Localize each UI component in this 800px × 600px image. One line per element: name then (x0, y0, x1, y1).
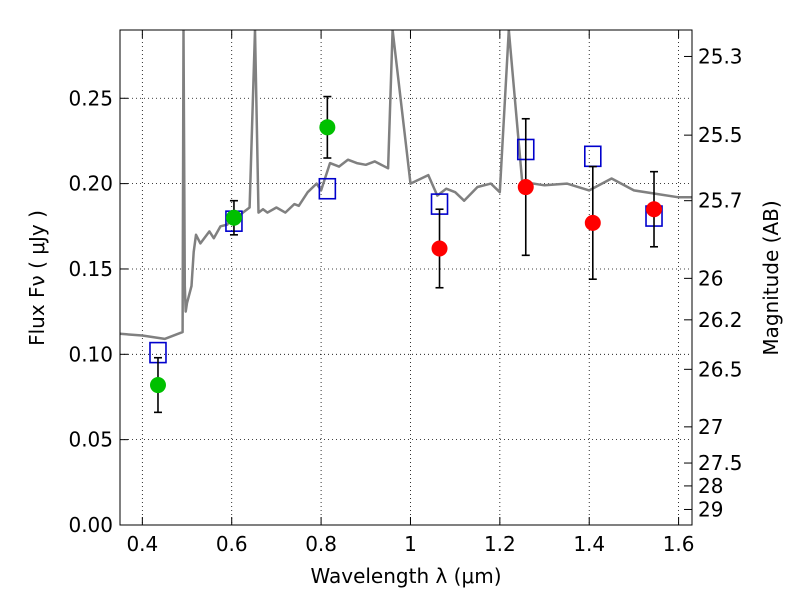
y2-tick-label: 26.5 (698, 357, 743, 381)
red-data-point (517, 179, 534, 196)
y-tick-label: 0.00 (68, 513, 113, 537)
y2-tick-label: 27.5 (698, 451, 743, 475)
x-tick-label: 0.8 (305, 532, 337, 556)
red-data-point (646, 201, 663, 218)
x-tick-label: 1.4 (573, 532, 605, 556)
x-tick-label: 0.4 (126, 532, 158, 556)
y2-tick-label: 25.7 (698, 189, 743, 213)
plot-frame (119, 29, 693, 526)
y2-tick-label: 28 (698, 474, 723, 498)
y-tick-labels: 0.00 0.05 0.10 0.15 0.20 0.25 (68, 86, 113, 537)
y2-tick-label: 27 (698, 415, 723, 439)
x-tick-label: 1 (404, 532, 417, 556)
y2-tick-label: 29 (698, 497, 723, 521)
model-spectrum-line (120, 30, 692, 341)
y-tick-label: 0.25 (68, 86, 113, 110)
x-tick-label: 0.6 (216, 532, 248, 556)
y2-tick-label: 25.5 (698, 123, 743, 147)
red-data-point (431, 240, 448, 257)
x-tick-label: 1.2 (484, 532, 516, 556)
y2-tick-label: 25.3 (698, 44, 743, 68)
green-data-point (149, 377, 166, 394)
y-tick-label: 0.10 (68, 342, 113, 366)
plot-area (120, 30, 692, 414)
y-tick-label: 0.15 (68, 257, 113, 281)
x-tick-label: 1.6 (663, 532, 695, 556)
y-axis-label: Flux Fν ( μJy ) (25, 210, 49, 346)
data-point-group (149, 119, 663, 394)
y-tick-label: 0.20 (68, 172, 113, 196)
y2-tick-label: 26 (698, 266, 723, 290)
green-data-point (225, 209, 242, 226)
y2-tick-label: 26.2 (698, 308, 743, 332)
y-tick-label: 0.05 (68, 428, 113, 452)
x-tick-labels: 0.4 0.6 0.8 1 1.2 1.4 1.6 (126, 532, 694, 556)
y2-axis-label: Magnitude (AB) (759, 200, 783, 355)
tick-marks (120, 30, 692, 526)
green-data-point (319, 119, 336, 136)
model-box (318, 177, 337, 200)
x-axis-label: Wavelength λ (μm) (310, 564, 501, 588)
red-data-point (584, 214, 601, 231)
